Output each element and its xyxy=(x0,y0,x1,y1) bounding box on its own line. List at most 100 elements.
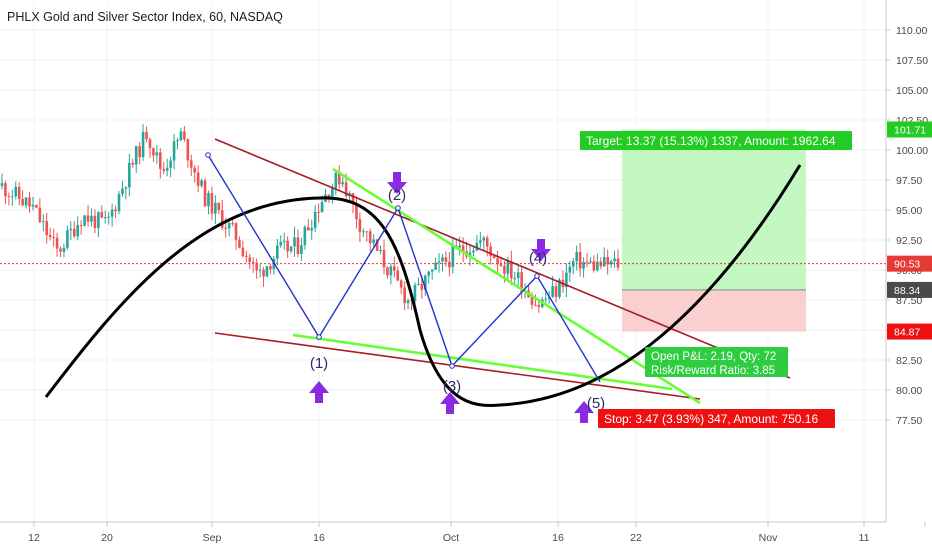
x-tick-label: 11 xyxy=(859,532,870,544)
candle-body xyxy=(461,245,465,252)
candle-body xyxy=(172,141,176,161)
candle-body xyxy=(35,204,38,208)
candle-body xyxy=(124,187,128,189)
candle-body xyxy=(117,194,121,212)
candle-body xyxy=(227,223,231,229)
candle-body xyxy=(200,180,203,186)
candle-body xyxy=(592,261,596,271)
price-axis-badge-text: 101.71 xyxy=(894,124,926,136)
candle-body xyxy=(138,146,141,158)
arrow-down-icon xyxy=(387,172,407,194)
candle-body xyxy=(24,197,28,206)
candle-body xyxy=(513,278,517,280)
chart-title: PHLX Gold and Silver Sector Index, 60, N… xyxy=(7,10,283,24)
price-axis-badge-text: 90.53 xyxy=(894,259,920,271)
price-axis[interactable]: 110.00107.50105.00102.50100.0097.5095.00… xyxy=(885,0,932,522)
candle-body xyxy=(41,221,45,223)
candle-body xyxy=(145,131,148,140)
x-tick-label: 16 xyxy=(552,532,564,544)
wave-label: (3) xyxy=(443,378,461,395)
candle-body xyxy=(231,223,234,225)
channel-lower xyxy=(214,332,701,400)
y-tick-label: 110.00 xyxy=(896,25,927,37)
candle-body xyxy=(76,225,80,237)
candle-body xyxy=(585,261,589,263)
price-axis-badge xyxy=(887,255,932,272)
candle-body xyxy=(134,146,138,165)
candle-body xyxy=(131,162,135,165)
candle-body xyxy=(334,173,338,189)
candle-body xyxy=(282,240,286,242)
candle-body xyxy=(393,266,396,271)
time-axis[interactable]: 12 20 Sep 16 Oct 16 22 Nov 11 xyxy=(0,521,926,544)
candle-body xyxy=(300,245,303,255)
candle-body xyxy=(423,275,427,290)
arrow-shape xyxy=(531,239,551,261)
candle-body xyxy=(114,209,117,212)
candle-body xyxy=(86,215,90,222)
target-label-text: Target: 13.37 (15.13%) 1337, Amount: 196… xyxy=(586,134,836,148)
candle-body xyxy=(293,237,296,247)
arrow-shape xyxy=(309,381,329,403)
candle-body xyxy=(258,269,262,271)
price-axis-badge-text: 88.34 xyxy=(894,285,920,297)
candle-body xyxy=(100,212,104,218)
rr-text: Risk/Reward Ratio: 3.85 xyxy=(651,365,775,377)
x-tick-label: 22 xyxy=(630,532,642,544)
candle-body xyxy=(534,304,537,306)
candle-body xyxy=(0,183,4,186)
candle-body xyxy=(28,197,31,207)
candle-body xyxy=(317,211,320,213)
candle-body xyxy=(441,257,444,262)
candle-body xyxy=(303,227,307,246)
candle-body xyxy=(162,168,166,171)
candle-body xyxy=(55,237,59,249)
candle-body xyxy=(238,239,241,248)
candle-body xyxy=(313,211,317,229)
candle-body xyxy=(379,250,382,252)
candle-body xyxy=(193,167,197,173)
candle-body xyxy=(90,215,93,222)
candle-body xyxy=(241,247,245,257)
target-label: Target: 13.37 (15.13%) 1337, Amount: 196… xyxy=(580,131,852,150)
candle-body xyxy=(14,186,18,197)
candle-body xyxy=(31,204,35,207)
candle-body xyxy=(417,283,420,285)
candle-body xyxy=(609,261,613,265)
candle-body xyxy=(4,183,7,197)
position-zones xyxy=(622,129,806,332)
x-tick-label: Oct xyxy=(443,532,459,544)
y-tick-label: 107.50 xyxy=(896,55,928,67)
candle-body xyxy=(265,266,269,277)
y-tick-label: 92.50 xyxy=(896,235,922,247)
candle-body xyxy=(434,262,437,270)
candle-body xyxy=(489,246,492,257)
candle-body xyxy=(358,219,362,232)
candle-body xyxy=(565,272,568,288)
drawing-lines xyxy=(0,138,886,407)
title-bar: PHLX Gold and Silver Sector Index, 60, N… xyxy=(2,4,302,26)
price-axis-badge xyxy=(887,323,932,340)
candle-body xyxy=(331,188,334,200)
candle-body xyxy=(320,202,324,213)
wave-label: (1) xyxy=(310,355,328,372)
candle-body xyxy=(11,196,14,198)
candle-body xyxy=(444,257,448,262)
wave-point xyxy=(205,152,211,158)
x-tick-label: 20 xyxy=(101,532,113,544)
labels: (1) (2) (3) (4) (5) Target: 13.37 (15.13%) 13… xyxy=(310,131,852,428)
candle-body xyxy=(306,227,310,231)
candle-body xyxy=(148,139,152,149)
candle-body xyxy=(355,203,358,220)
arrow-shape xyxy=(574,401,594,423)
candle-body xyxy=(276,245,279,259)
candle-body xyxy=(152,148,155,156)
stop-zone xyxy=(622,289,806,332)
candle-body xyxy=(186,139,190,161)
candle-body xyxy=(17,186,21,199)
candle-body xyxy=(110,209,114,217)
candle-body xyxy=(420,283,424,290)
x-tick-label: Sep xyxy=(203,532,222,544)
